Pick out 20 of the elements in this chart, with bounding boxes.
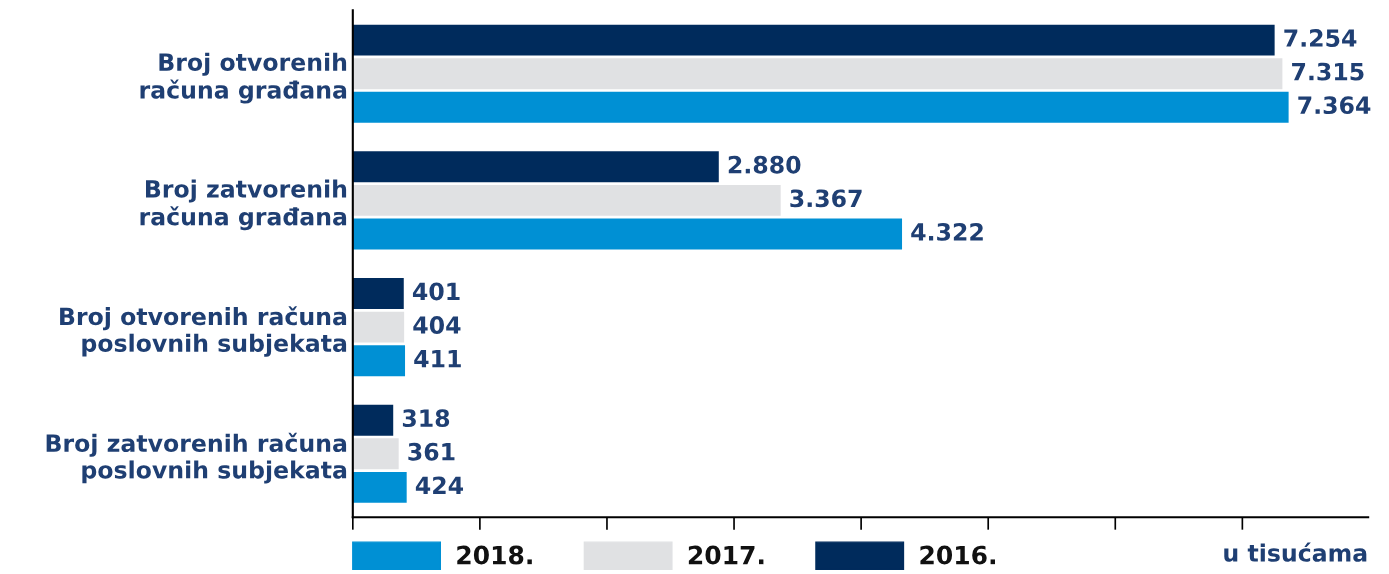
data-label: 411 (414, 349, 461, 368)
data-label: 318 (402, 409, 450, 428)
y-tick-label: Broj zatvorenih računa građana (140, 179, 347, 231)
data-label: 424 (415, 476, 464, 494)
data-label: 404 (413, 316, 461, 334)
data-label: 7.364 (1298, 96, 1371, 115)
data-label: 361 (408, 442, 455, 461)
legend-label: 2018. (457, 545, 532, 565)
data-label: 401 (412, 282, 460, 301)
data-label: 7.315 (1292, 62, 1364, 81)
y-tick-label: Broj otvorenih računa građana (140, 52, 347, 104)
data-label: 3.367 (790, 189, 862, 208)
data-label: 2.880 (728, 155, 801, 174)
data-label: 7.254 (1284, 29, 1357, 47)
x-axis-title: u tisućama (1224, 542, 1367, 562)
y-tick-label: Broj zatvorenih računa poslovnih subjekata (46, 432, 347, 484)
legend-label: 2016. (920, 545, 995, 565)
data-label: 4.322 (911, 222, 983, 241)
legend-label: 2017. (688, 545, 764, 565)
y-tick-label: Broj otvorenih računa poslovnih subjekata (60, 306, 347, 357)
